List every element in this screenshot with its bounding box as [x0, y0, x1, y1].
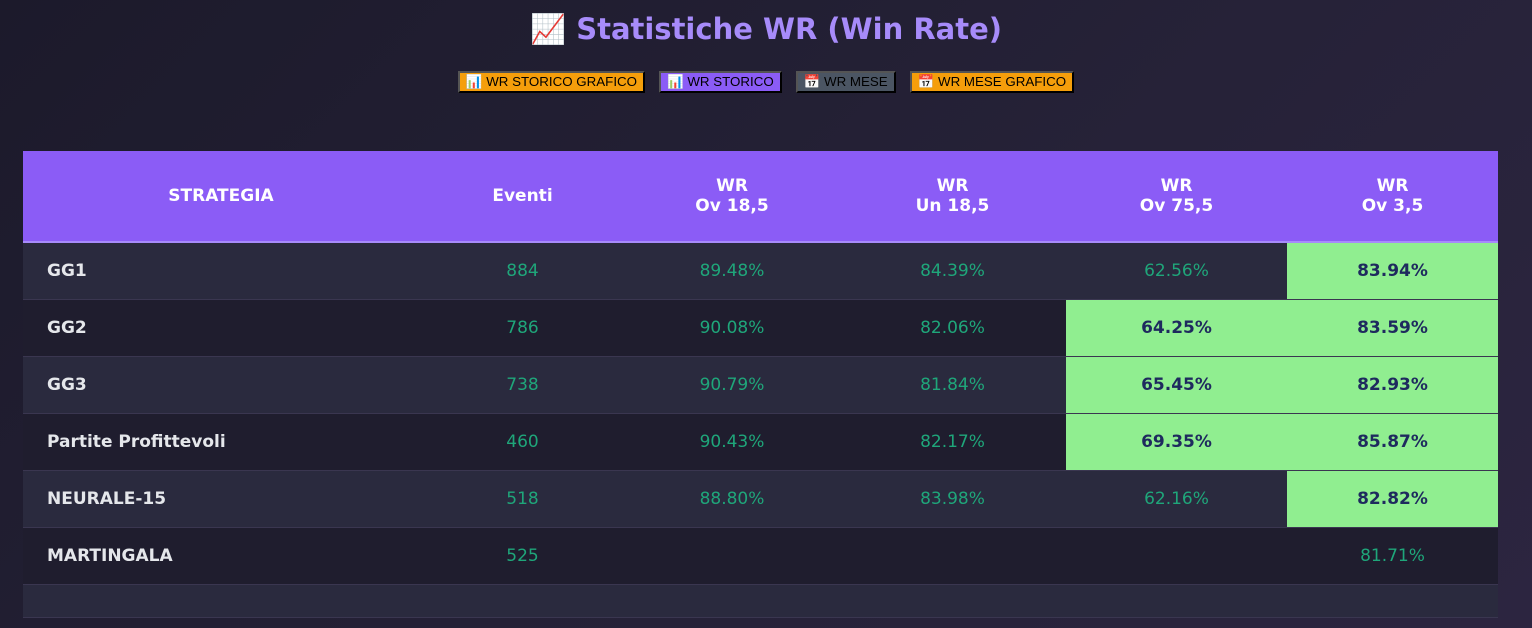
cell: 88.80%	[625, 470, 839, 528]
blank-row	[23, 584, 1498, 618]
strategy-name: GG1	[23, 242, 420, 300]
cell: 83.59%	[1287, 299, 1498, 357]
header-line: WR	[1160, 176, 1193, 196]
cell: 786	[420, 299, 625, 357]
blank-cell	[1287, 584, 1498, 618]
cell: 738	[420, 356, 625, 414]
table-row: MARTINGALA 525 81.71%	[23, 527, 1498, 585]
column-header: STRATEGIA	[23, 151, 420, 243]
strategy-name: Partite Profittevoli	[23, 413, 420, 471]
blank-cell	[625, 584, 839, 618]
cell: 84.39%	[839, 242, 1066, 300]
blank-cell	[839, 584, 1066, 618]
cell	[625, 527, 839, 585]
cell: 64.25%	[1066, 299, 1287, 357]
column-header: WR Ov 3,5	[1287, 151, 1498, 243]
cell: 65.45%	[1066, 356, 1287, 414]
strategy-name: GG3	[23, 356, 420, 414]
cell: 518	[420, 470, 625, 528]
table-row: NEURALE-15 518 88.80% 83.98% 62.16% 82.82%	[23, 470, 1498, 528]
cell: 884	[420, 242, 625, 300]
cell: 62.16%	[1066, 470, 1287, 528]
column-header: WR Ov 75,5	[1066, 151, 1287, 243]
table-row: GG3 738 90.79% 81.84% 65.45% 82.93%	[23, 356, 1498, 414]
header-line: STRATEGIA	[168, 186, 274, 206]
cell: 90.43%	[625, 413, 839, 471]
nav-button[interactable]: 📅 WR MESE	[795, 71, 896, 93]
nav-button[interactable]: 📊 WR STORICO	[659, 71, 782, 93]
header-line: WR	[1376, 176, 1409, 196]
table-row: Partite Profittevoli 460 90.43% 82.17% 69.35…	[23, 413, 1498, 471]
nav-button[interactable]: 📊 WR STORICO GRAFICO	[457, 71, 646, 93]
blank-cell	[420, 584, 625, 618]
strategy-name: GG2	[23, 299, 420, 357]
cell: 82.17%	[839, 413, 1066, 471]
header-line: Un 18,5	[915, 196, 990, 216]
column-header: WR Ov 18,5	[625, 151, 839, 243]
cell: 525	[420, 527, 625, 585]
header-line: Ov 3,5	[1361, 196, 1424, 216]
strategy-name: MARTINGALA	[23, 527, 420, 585]
cell	[839, 527, 1066, 585]
cell: 460	[420, 413, 625, 471]
cell	[1066, 527, 1287, 585]
table-body: GG1 884 89.48% 84.39% 62.56% 83.94% GG2 786 90.0…	[23, 242, 1498, 618]
column-header: WR Un 18,5	[839, 151, 1066, 243]
header-row: STRATEGIA Eventi WR Ov 18,5 WR Un 18,5 WR Ov 75…	[23, 151, 1498, 243]
header-line: WR	[936, 176, 969, 196]
cell: 82.06%	[839, 299, 1066, 357]
cell: 85.87%	[1287, 413, 1498, 471]
header-line: Eventi	[492, 186, 553, 206]
cell: 90.08%	[625, 299, 839, 357]
wr-table: STRATEGIA Eventi WR Ov 18,5 WR Un 18,5 WR Ov 75…	[23, 151, 1498, 618]
cell: 62.56%	[1066, 242, 1287, 300]
nav-button[interactable]: 📅 WR MESE GRAFICO	[909, 71, 1075, 93]
blank-cell	[1066, 584, 1287, 618]
table-row: GG1 884 89.48% 84.39% 62.56% 83.94%	[23, 242, 1498, 300]
cell: 83.94%	[1287, 242, 1498, 300]
button-bar: 📊 WR STORICO GRAFICO 📊 WR STORICO 📅 WR MES…	[0, 71, 1532, 93]
cell: 69.35%	[1066, 413, 1287, 471]
blank-cell	[23, 584, 420, 618]
cell: 82.93%	[1287, 356, 1498, 414]
cell: 83.98%	[839, 470, 1066, 528]
header-line: Ov 18,5	[695, 196, 769, 216]
cell: 89.48%	[625, 242, 839, 300]
cell: 81.84%	[839, 356, 1066, 414]
column-header: Eventi	[420, 151, 625, 243]
table-row: GG2 786 90.08% 82.06% 64.25% 83.59%	[23, 299, 1498, 357]
page-title: 📈 Statistiche WR (Win Rate)	[529, 12, 1002, 46]
cell: 90.79%	[625, 356, 839, 414]
cell: 82.82%	[1287, 470, 1498, 528]
header-line: WR	[716, 176, 748, 196]
header-line: Ov 75,5	[1139, 196, 1214, 216]
strategy-name: NEURALE-15	[23, 470, 420, 528]
table-head: STRATEGIA Eventi WR Ov 18,5 WR Un 18,5 WR Ov 75…	[23, 151, 1498, 243]
cell: 81.71%	[1287, 527, 1498, 585]
